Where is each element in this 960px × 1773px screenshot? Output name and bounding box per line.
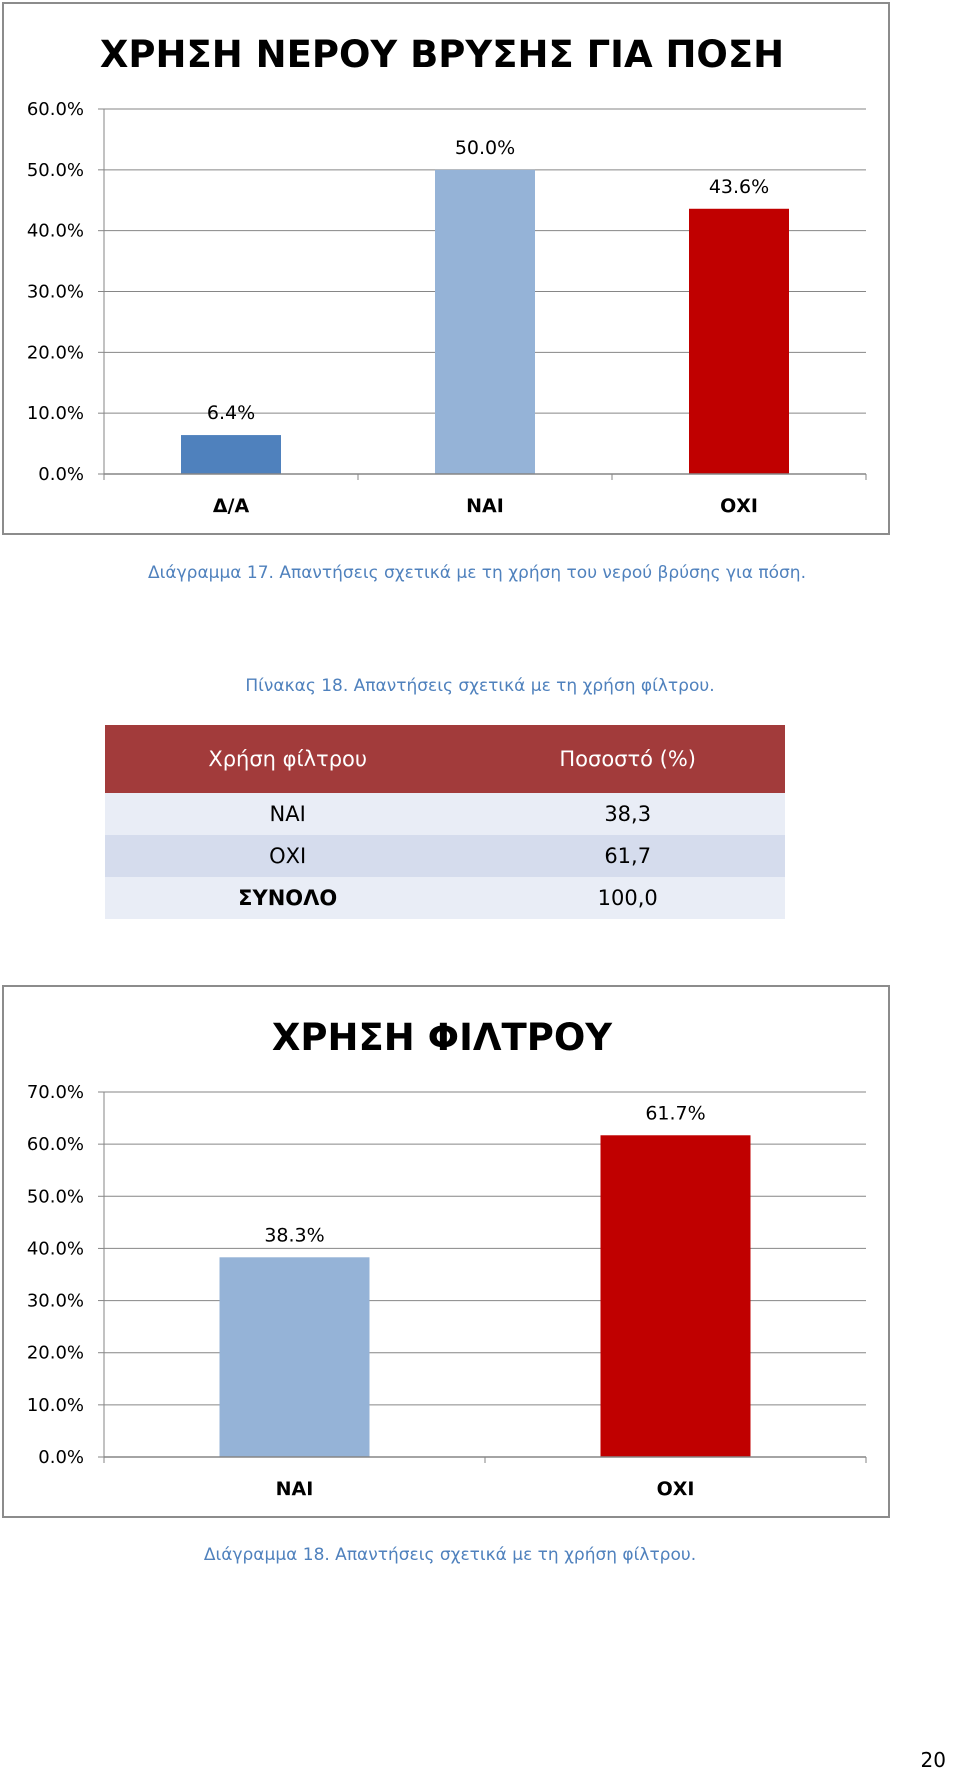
- table-row: ΝΑΙ 38,3: [105, 793, 785, 835]
- chart-2-group: ΧΡΗΣΗ ΦΙΛΤΡΟΥ 0.0% 10.0% 20.0% 30.0% 40.0% 50.…: [27, 1016, 867, 1500]
- y-tick-label: 50.0%: [27, 1186, 84, 1207]
- y-tick-label: 70.0%: [27, 1082, 84, 1103]
- y-tick-label: 30.0%: [27, 282, 84, 303]
- table-header-filter-use: Χρήση φίλτρου: [105, 725, 471, 793]
- bar-ΝΑΙ: [219, 1257, 370, 1457]
- x-category-label: ΟΧΙ: [720, 495, 758, 517]
- data-label: 43.6%: [709, 176, 769, 198]
- bar-Δ/Α: [181, 435, 281, 474]
- y-tick-label: 60.0%: [27, 99, 84, 120]
- x-category-label: ΝΑΙ: [466, 495, 504, 517]
- y-tick-label: 0.0%: [38, 1447, 84, 1468]
- y-tick-label: 20.0%: [27, 342, 84, 363]
- table-cell-total-value: 100,0: [470, 877, 785, 919]
- table-header-row: Χρήση φίλτρου Ποσοστό (%): [105, 725, 785, 793]
- page-number: 20: [920, 1748, 946, 1772]
- table-cell-label: ΝΑΙ: [105, 793, 471, 835]
- x-category-label: ΟΧΙ: [657, 1478, 695, 1500]
- data-label: 6.4%: [207, 402, 255, 424]
- chart-filter-usage-svg: ΧΡΗΣΗ ΦΙΛΤΡΟΥ 0.0% 10.0% 20.0% 30.0% 40.0% 50.…: [27, 1016, 867, 1500]
- y-tick-label: 20.0%: [27, 1343, 84, 1364]
- y-tick-label: 10.0%: [27, 1395, 84, 1416]
- table-cell-total-label: ΣΥΝΟΛΟ: [105, 877, 471, 919]
- x-category-label: ΝΑΙ: [276, 1478, 314, 1500]
- bar-ΟΧΙ: [689, 208, 789, 474]
- chart-title: ΧΡΗΣΗ ΦΙΛΤΡΟΥ: [272, 1016, 613, 1059]
- y-tick-label: 50.0%: [27, 160, 84, 181]
- bar-ΝΑΙ: [435, 169, 535, 475]
- filter-usage-table: Χρήση φίλτρου Ποσοστό (%) ΝΑΙ 38,3 ΟΧΙ 6…: [105, 725, 785, 919]
- chart-tap-water-drinking: ΧΡΗΣΗ ΝΕΡΟΥ ΒΡΥΣΗΣ ΓΙΑ ΠΟΣΗ 0.0% 10.0% 20.0…: [2, 2, 890, 535]
- caption-chart-18: Διάγραμμα 18. Απαντήσεις σχετικά με τη χ…: [203, 1545, 697, 1565]
- table-cell-value: 61,7: [470, 835, 785, 877]
- table-header-percent: Ποσοστό (%): [470, 725, 785, 793]
- caption-chart-17: Διάγραμμα 17. Απαντήσεις σχετικά με τη χ…: [148, 563, 806, 583]
- chart-tap-water-svg: ΧΡΗΣΗ ΝΕΡΟΥ ΒΡΥΣΗΣ ΓΙΑ ΠΟΣΗ 0.0% 10.0% 20.0…: [27, 33, 867, 517]
- table-cell-value: 38,3: [470, 793, 785, 835]
- chart-filter-usage: ΧΡΗΣΗ ΦΙΛΤΡΟΥ 0.0% 10.0% 20.0% 30.0% 40.0% 50.…: [2, 985, 890, 1518]
- y-tick-label: 10.0%: [27, 403, 84, 424]
- data-label: 38.3%: [264, 1224, 324, 1246]
- x-category-label: Δ/Α: [213, 495, 250, 517]
- data-label: 50.0%: [455, 137, 515, 159]
- data-label: 61.7%: [645, 1102, 705, 1124]
- y-tick-label: 30.0%: [27, 1291, 84, 1312]
- chart-title: ΧΡΗΣΗ ΝΕΡΟΥ ΒΡΥΣΗΣ ΓΙΑ ΠΟΣΗ: [100, 33, 784, 76]
- y-tick-label: 0.0%: [38, 464, 84, 485]
- bar-ΟΧΙ: [600, 1135, 751, 1457]
- y-tick-label: 60.0%: [27, 1134, 84, 1155]
- table-cell-label: ΟΧΙ: [105, 835, 471, 877]
- caption-table-18: Πίνακας 18. Απαντήσεις σχετικά με τη χρή…: [245, 676, 715, 696]
- y-tick-label: 40.0%: [27, 221, 84, 242]
- y-tick-label: 40.0%: [27, 1238, 84, 1259]
- table-row: ΟΧΙ 61,7: [105, 835, 785, 877]
- chart-1-group: ΧΡΗΣΗ ΝΕΡΟΥ ΒΡΥΣΗΣ ΓΙΑ ΠΟΣΗ 0.0% 10.0% 20.0…: [27, 33, 867, 517]
- table-row-total: ΣΥΝΟΛΟ 100,0: [105, 877, 785, 919]
